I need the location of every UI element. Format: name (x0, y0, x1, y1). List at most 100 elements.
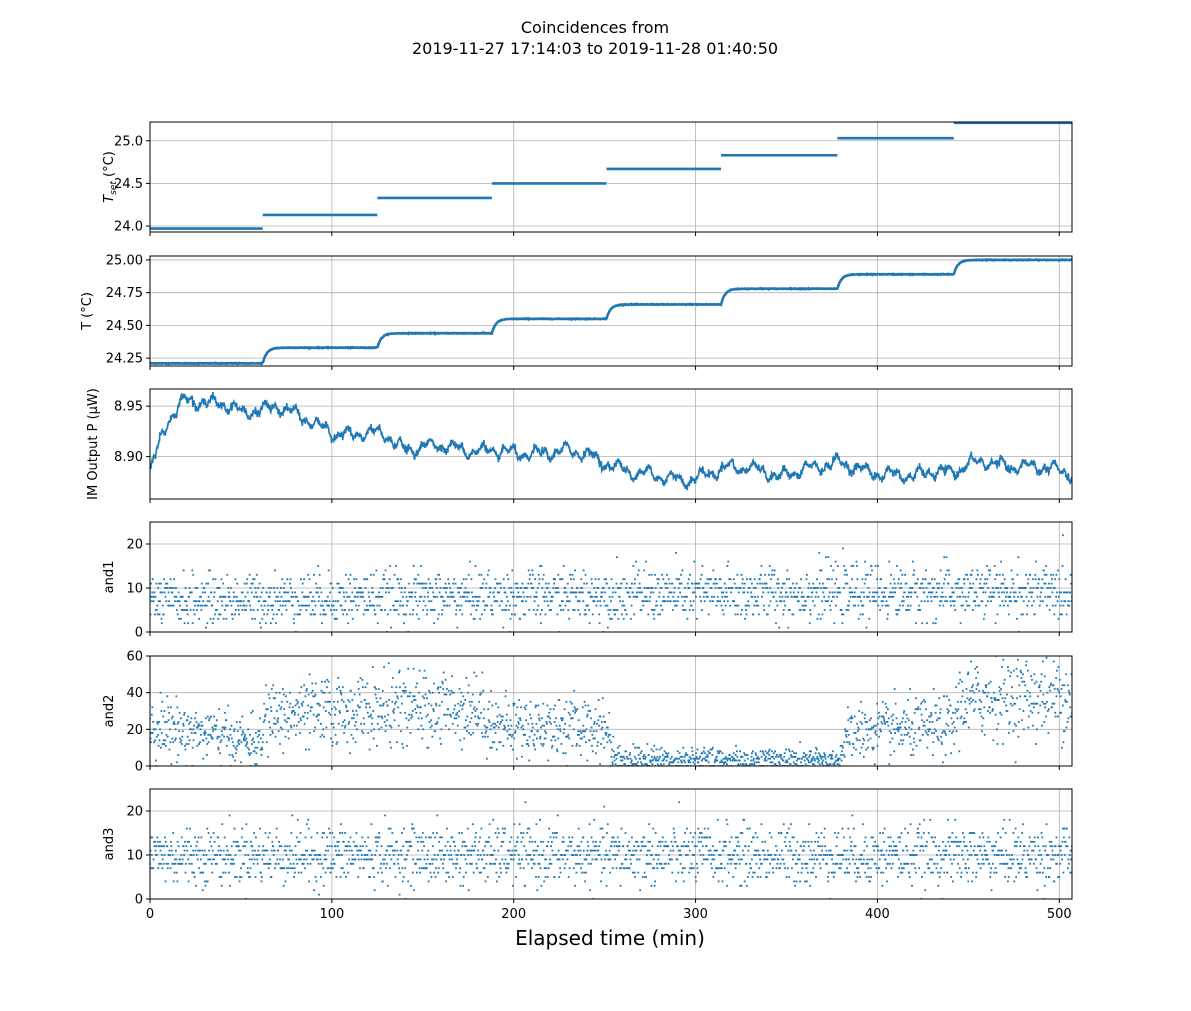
data-point (276, 587, 279, 589)
data-point (880, 578, 882, 581)
data-point (348, 609, 350, 611)
data-point (974, 604, 977, 607)
data-point (459, 609, 461, 611)
data-point (836, 595, 838, 598)
data-point (878, 715, 881, 718)
data-point (207, 582, 210, 585)
data-point (781, 587, 783, 589)
data-point (375, 697, 378, 700)
data-point (818, 582, 821, 585)
data-point (1016, 697, 1018, 700)
data-point (579, 737, 582, 740)
data-point (454, 704, 456, 707)
data-point (263, 613, 265, 616)
data-point (961, 695, 964, 698)
data-point (697, 587, 700, 589)
data-point (235, 876, 238, 878)
data-point (521, 724, 524, 727)
data-point (882, 717, 885, 720)
data-point (585, 741, 587, 744)
data-point (184, 748, 187, 751)
data-point (554, 739, 557, 742)
data-point (813, 587, 816, 589)
data-point (268, 587, 270, 589)
data-point (852, 565, 855, 567)
data-point (198, 600, 201, 603)
y-tick-label: 24.25 (106, 352, 143, 367)
data-point (529, 713, 531, 716)
data-point (734, 604, 736, 607)
data-point (401, 880, 404, 883)
data-point (381, 689, 384, 692)
data-point (791, 755, 793, 758)
data-point (947, 711, 949, 714)
data-point (663, 757, 666, 760)
data-point (318, 595, 320, 598)
data-point (459, 704, 462, 707)
data-point (618, 595, 621, 598)
data-point (764, 750, 767, 753)
data-point (1043, 573, 1046, 576)
data-point (251, 739, 254, 742)
data-point (364, 699, 366, 701)
data-point (369, 876, 371, 878)
data-point (1018, 708, 1021, 711)
data-point (1009, 595, 1012, 598)
data-point (931, 578, 933, 581)
data-point (494, 587, 496, 589)
data-point (640, 609, 643, 611)
data-point (732, 578, 735, 581)
data-point (348, 595, 351, 598)
data-point (174, 739, 176, 742)
data-point (996, 728, 998, 731)
data-point (307, 818, 310, 821)
data-point (951, 732, 953, 734)
data-point (384, 814, 386, 817)
data-point (775, 622, 777, 625)
data-point (767, 757, 770, 760)
data-point (316, 713, 319, 716)
data-point (665, 587, 667, 589)
data-point (150, 854, 153, 856)
data-point (1040, 673, 1043, 676)
data-point (917, 728, 920, 731)
data-point (335, 617, 337, 620)
data-point (649, 587, 652, 589)
data-point (352, 840, 355, 843)
data-point (914, 708, 917, 711)
data-point (916, 582, 918, 585)
data-point (932, 754, 934, 756)
data-point (867, 587, 870, 589)
data-point (963, 582, 966, 585)
data-point (268, 862, 270, 865)
data-point (853, 715, 856, 718)
data-point (901, 600, 903, 603)
data-point (1069, 706, 1072, 709)
data-point (988, 706, 991, 709)
data-point (785, 748, 787, 751)
data-point (850, 591, 852, 594)
data-point (339, 832, 341, 834)
data-point (373, 728, 375, 731)
data-point (156, 604, 159, 607)
data-point (471, 845, 474, 848)
data-point (446, 827, 448, 830)
data-point (865, 728, 868, 731)
data-point (679, 755, 682, 758)
data-point (638, 591, 641, 594)
data-point (655, 757, 657, 760)
data-point (430, 719, 432, 722)
y-tick-label: 0 (135, 760, 143, 775)
data-point (359, 706, 361, 709)
data-point (910, 754, 912, 756)
data-point (551, 595, 554, 598)
data-point (1037, 587, 1039, 589)
data-point (201, 849, 204, 852)
data-point (298, 604, 300, 607)
data-point (1062, 741, 1065, 744)
data-point (286, 871, 289, 874)
data-point (973, 591, 976, 594)
data-point (865, 573, 867, 576)
data-point (453, 717, 456, 720)
data-point (407, 880, 410, 883)
